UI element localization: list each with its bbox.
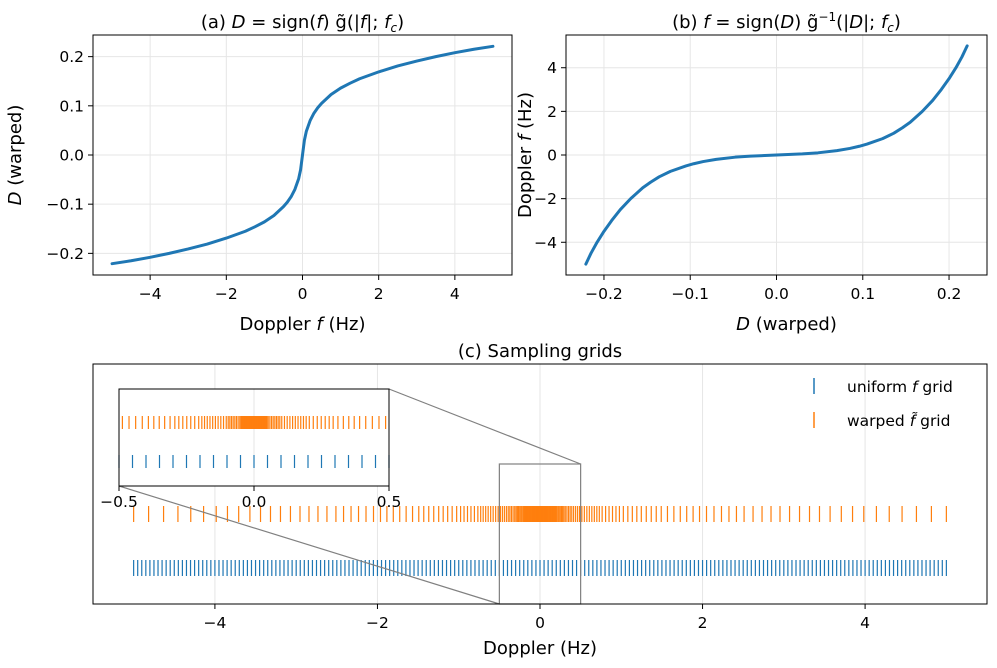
panel-a-ylabel-var: D	[5, 191, 26, 205]
panel-a-curve	[110, 44, 495, 266]
panel-a-title-lhs: D	[232, 12, 246, 33]
legend-label-warped: warped f̃ grid	[847, 411, 950, 430]
panel-b-title-close: )	[894, 12, 901, 33]
legend-label-warped-var: f̃	[910, 411, 919, 430]
panel-c-xlabel: Doppler (Hz)	[483, 638, 597, 659]
legend-label-warped-pre: warped	[847, 412, 910, 430]
panel-b-curve	[584, 44, 969, 266]
panel-a-xtick-label: 0	[298, 285, 308, 303]
panel-a-ylabel-post: (warped)	[5, 105, 26, 192]
panel-a-ytick-label: −0.1	[46, 196, 84, 214]
panel-a-xtick-label: 2	[374, 285, 384, 303]
zoom-connector-top	[388, 388, 581, 465]
panel-a-title: (a) D = sign(f) g̃(|f|; fc)	[201, 12, 404, 35]
panel-b-xtick-label: −0.2	[585, 285, 623, 303]
panel-b-xtick-label: 0.0	[764, 285, 789, 303]
panel-b-title-sup: −1	[818, 10, 836, 24]
panel-a-title-prefix: (a)	[201, 12, 232, 33]
panel-a-title-eq: = sign(	[246, 12, 317, 33]
panel-a-title-arg: f	[316, 12, 325, 33]
panel-b-title-eq: = sign(	[710, 12, 781, 33]
panel-a-ytick-label: −0.2	[46, 245, 84, 263]
panel-b-ytick-label: 2	[547, 103, 557, 121]
inset-axes: −0.5 0.0 0.5	[100, 388, 401, 511]
panel-a-ticks: −4 −2 0 2 4 −0.2 −0.1 0.0 0.1 0.2	[46, 48, 459, 303]
panel-c: −0.5 0.0 0.5 −4 −2 0 2 4 (c) Sampling grids Do…	[92, 341, 988, 659]
panel-b-xtick-label: 0.1	[850, 285, 875, 303]
panel-a-ylabel: D (warped)	[5, 105, 26, 206]
panel-b-ytick-label: −2	[534, 190, 557, 208]
panel-c-xtick-label: 0	[535, 614, 545, 632]
panel-c-xtick-label: 2	[698, 614, 708, 632]
panel-c-ticks: −4 −2 0 2 4	[203, 604, 870, 632]
panel-b-title-lhs: f	[703, 12, 712, 33]
panel-c-ticks-rows	[133, 506, 947, 576]
panel-b-title-arg: D	[780, 12, 794, 33]
panel-b-grid	[566, 35, 987, 275]
panel-b-title-prefix: (b)	[672, 12, 703, 33]
panel-b-title-rest: ) g̃	[794, 12, 818, 33]
panel-a-title-rest: ) g̃(|	[323, 12, 360, 33]
panel-a-title-rest2: |;	[366, 12, 384, 33]
panel-a-xlabel: Doppler f (Hz)	[239, 314, 365, 335]
panel-b-ticks: −0.2 −0.1 0.0 0.1 0.2 −4 −2 0 2 4	[534, 59, 961, 303]
panel-a-xlabel-pre: Doppler	[239, 314, 316, 335]
panel-b-title-sub: c	[887, 21, 894, 35]
legend-label-uniform-var: f	[912, 378, 920, 396]
panel-b-ytick-label: −4	[534, 234, 557, 252]
legend-label-uniform-post: grid	[918, 378, 953, 396]
panel-b-title-rest3: |;	[863, 12, 881, 33]
panel-b-xtick-label: −0.1	[671, 285, 709, 303]
panel-a-xtick-label: 4	[450, 285, 460, 303]
inset-ticks: −0.5 0.0 0.5	[100, 486, 401, 511]
panel-c-title: (c) Sampling grids	[458, 341, 622, 362]
panel-b-title-arg2: D	[849, 12, 863, 33]
panel-b-title-fc: f	[881, 12, 890, 33]
panel-c-xtick-label: 4	[860, 614, 870, 632]
panel-b-ylabel-var: f	[515, 132, 536, 141]
legend-label-uniform: uniform f grid	[847, 378, 953, 396]
panel-c-xtick-label: −2	[366, 614, 389, 632]
panel-b-title: (b) f = sign(D) g̃−1(|D|; fc)	[672, 10, 901, 35]
panel-a-ytick-label: 0.2	[59, 48, 84, 66]
zoom-connector-bottom	[118, 485, 500, 605]
inset-xtick-label: 0.5	[377, 493, 402, 511]
panel-a-title-sub: c	[390, 21, 397, 35]
panel-a-title-close: )	[397, 12, 404, 33]
panel-a-xlabel-post: (Hz)	[323, 314, 366, 335]
panel-a-ytick-label: 0.0	[59, 147, 84, 165]
panel-c-xtick-label: −4	[203, 614, 226, 632]
panel-b-ytick-label: 0	[547, 147, 557, 165]
panel-b-ylabel-pre: Doppler	[515, 141, 536, 218]
panel-b-ylabel-post: (Hz)	[515, 92, 536, 135]
panel-a-title-arg2: f	[360, 12, 369, 33]
panel-b-xlabel: D (warped)	[736, 314, 837, 335]
legend: uniform f grid warped f̃ grid	[813, 378, 953, 430]
panel-a-ytick-label: 0.1	[59, 97, 84, 115]
inset-xtick-label: 0.0	[242, 493, 267, 511]
panel-b-title-rest2: (|	[836, 12, 849, 33]
panel-b-xlabel-post: (warped)	[750, 314, 837, 335]
panel-b-xtick-label: 0.2	[937, 285, 962, 303]
panel-a-xtick-label: −4	[139, 285, 162, 303]
legend-label-warped-post: grid	[915, 412, 950, 430]
panel-a-xtick-label: −2	[215, 285, 238, 303]
panel-a-xlabel-var: f	[316, 314, 325, 335]
inset-xtick-label: −0.5	[100, 493, 138, 511]
legend-label-uniform-pre: uniform	[847, 378, 912, 396]
panel-b-xlabel-var: D	[736, 314, 750, 335]
panel-b-ylabel: Doppler f (Hz)	[515, 92, 536, 218]
panel-a: −4 −2 0 2 4−0.2−0.10.00.10.2 (a) D = sign(f)…	[5, 12, 513, 335]
panel-b-ytick-label: 4	[547, 59, 557, 77]
panel-a-title-fc: f	[384, 12, 393, 33]
